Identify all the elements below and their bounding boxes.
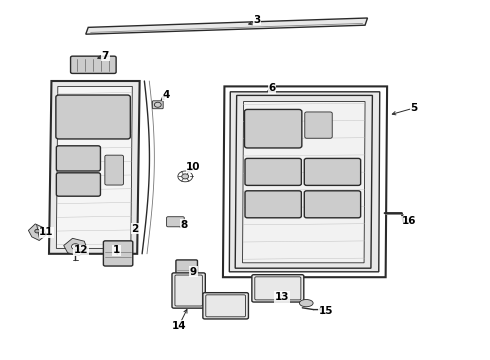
Polygon shape: [49, 81, 140, 254]
FancyBboxPatch shape: [56, 173, 100, 196]
Text: 1: 1: [113, 245, 120, 255]
Polygon shape: [64, 238, 87, 256]
Circle shape: [72, 244, 79, 249]
Text: 16: 16: [402, 216, 416, 226]
FancyBboxPatch shape: [304, 158, 361, 185]
Text: 3: 3: [254, 15, 261, 25]
Text: 12: 12: [74, 245, 88, 255]
Text: 9: 9: [190, 267, 197, 277]
FancyBboxPatch shape: [176, 260, 197, 284]
FancyBboxPatch shape: [305, 112, 332, 138]
Polygon shape: [86, 18, 368, 34]
Circle shape: [74, 245, 77, 248]
Text: 8: 8: [180, 220, 187, 230]
Text: 5: 5: [411, 103, 417, 113]
FancyBboxPatch shape: [245, 109, 302, 148]
FancyBboxPatch shape: [172, 273, 205, 308]
Circle shape: [182, 174, 189, 179]
Text: 6: 6: [269, 83, 275, 93]
Circle shape: [35, 229, 40, 233]
Text: 7: 7: [101, 51, 109, 61]
FancyBboxPatch shape: [103, 241, 133, 266]
FancyBboxPatch shape: [167, 217, 184, 227]
Text: 14: 14: [172, 321, 186, 331]
Polygon shape: [243, 102, 365, 263]
FancyBboxPatch shape: [152, 101, 163, 109]
FancyBboxPatch shape: [56, 95, 130, 139]
FancyBboxPatch shape: [245, 158, 301, 185]
FancyBboxPatch shape: [105, 155, 123, 185]
FancyBboxPatch shape: [71, 56, 116, 73]
Text: 13: 13: [274, 292, 289, 302]
Text: 11: 11: [39, 227, 54, 237]
Ellipse shape: [299, 300, 313, 307]
Text: 4: 4: [163, 90, 171, 100]
FancyBboxPatch shape: [304, 191, 361, 218]
Polygon shape: [28, 224, 47, 240]
FancyBboxPatch shape: [252, 275, 304, 302]
Polygon shape: [56, 86, 132, 248]
Polygon shape: [229, 92, 380, 272]
FancyBboxPatch shape: [56, 146, 100, 171]
FancyBboxPatch shape: [203, 293, 248, 319]
Circle shape: [154, 102, 161, 107]
Text: 2: 2: [131, 224, 138, 234]
Text: 15: 15: [318, 306, 333, 316]
Text: 10: 10: [186, 162, 201, 172]
FancyBboxPatch shape: [245, 191, 301, 218]
